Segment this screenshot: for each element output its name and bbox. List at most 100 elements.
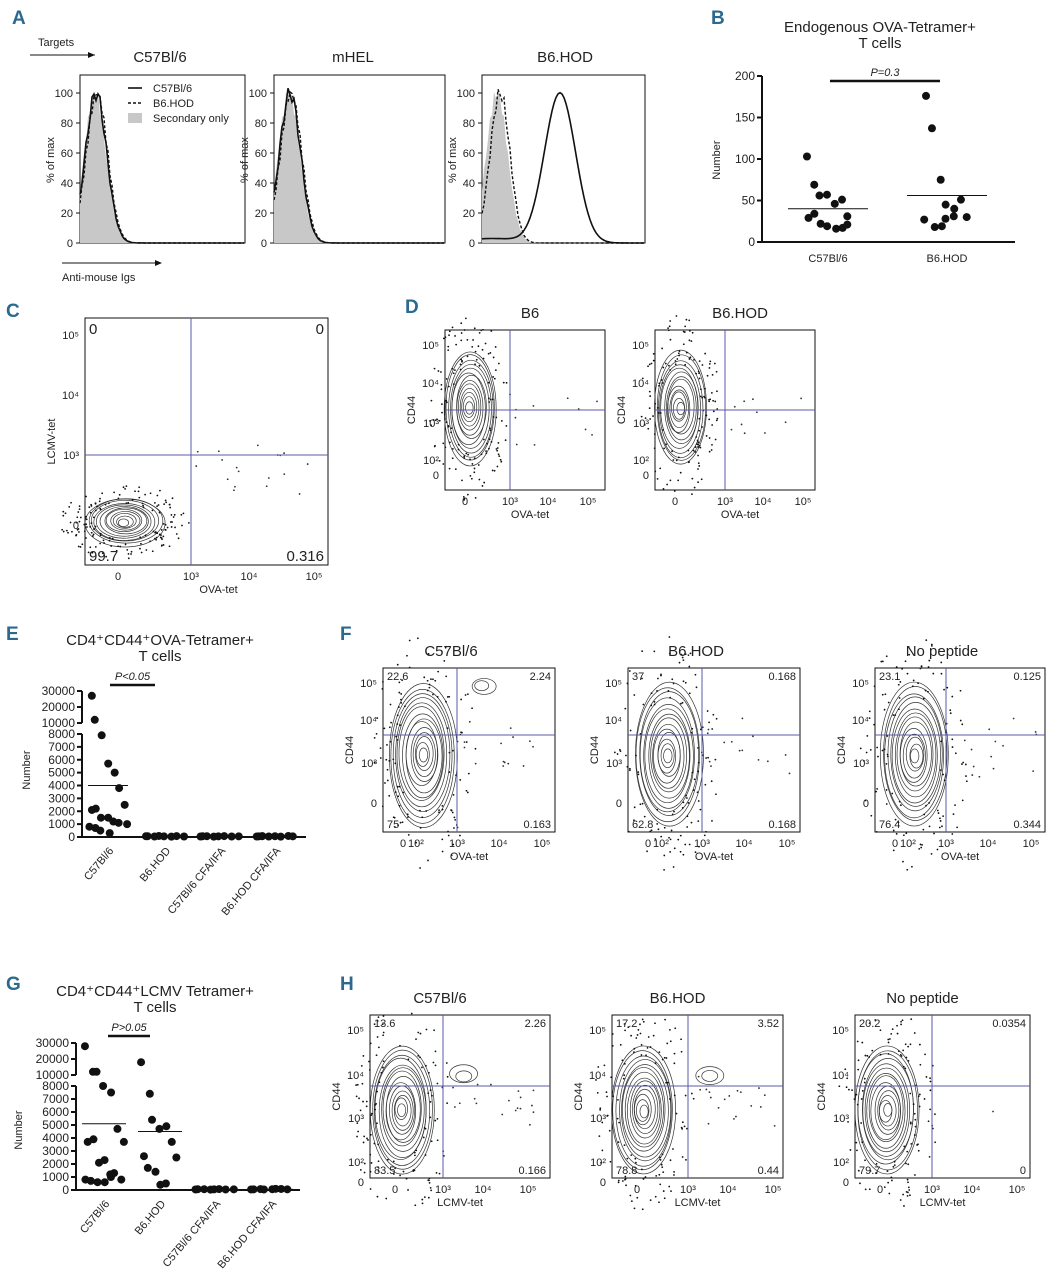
event-dot	[166, 526, 169, 529]
event-dot	[868, 1022, 871, 1025]
event-dot	[155, 538, 158, 541]
event-dot	[965, 775, 967, 777]
event-dot	[448, 330, 451, 333]
event-dot	[662, 1190, 665, 1192]
event-dot	[488, 447, 490, 450]
event-dot	[654, 1022, 656, 1025]
event-dot	[653, 433, 656, 435]
contour-line	[369, 1045, 435, 1175]
event-dot	[377, 1170, 380, 1172]
contour-line	[99, 506, 149, 537]
event-dot	[453, 816, 456, 819]
data-point	[962, 213, 971, 222]
y-tick-label: 5000	[48, 766, 75, 780]
event-dot	[448, 334, 450, 337]
event-dot	[369, 1170, 372, 1173]
event-dot	[640, 1044, 643, 1046]
event-dot	[930, 644, 933, 647]
event-dot	[691, 331, 694, 334]
event-dot	[849, 1149, 852, 1151]
event-dot	[930, 643, 933, 646]
event-dot	[153, 501, 156, 504]
event-dot	[665, 1057, 668, 1059]
event-dot	[463, 499, 465, 501]
event-dot	[962, 761, 965, 764]
event-dot	[888, 1192, 891, 1195]
contour-line	[634, 1093, 652, 1126]
event-dot	[671, 450, 673, 453]
event-dot	[909, 1092, 912, 1095]
contour-line	[381, 1067, 425, 1152]
event-dot	[459, 834, 461, 837]
event-dot	[624, 1029, 627, 1032]
event-dot	[669, 696, 672, 699]
data-point	[105, 829, 114, 838]
quadrant-lower-left: 99.7	[89, 548, 118, 565]
event-dot	[686, 815, 689, 818]
x-tick-label: 10³	[435, 1184, 451, 1196]
event-dot	[635, 1037, 638, 1039]
event-dot	[875, 790, 878, 793]
event-dot	[685, 794, 687, 797]
data-point	[93, 1178, 102, 1187]
event-dot	[430, 399, 433, 402]
contour-line	[883, 1103, 893, 1117]
x-tick-label: C57Bl/6	[78, 1198, 112, 1236]
event-dot	[697, 370, 700, 373]
event-dot	[886, 735, 889, 737]
event-dot	[89, 546, 92, 549]
event-dot	[434, 1064, 437, 1067]
event-dot	[972, 765, 975, 768]
panel-label-B: B	[711, 8, 725, 29]
event-dot	[441, 411, 443, 414]
event-dot	[961, 799, 964, 802]
event-dot	[171, 497, 174, 500]
contour-line	[866, 1073, 906, 1149]
contour-line	[382, 1070, 422, 1147]
event-dot	[707, 728, 710, 731]
event-dot	[596, 1091, 599, 1094]
event-dot	[85, 495, 87, 498]
event-dot	[887, 1181, 890, 1184]
event-dot	[684, 363, 687, 366]
event-dot	[382, 1060, 385, 1063]
y-tick-label: 10⁵	[422, 340, 439, 352]
event-dot	[419, 1032, 422, 1035]
event-dot	[863, 760, 865, 762]
event-dot	[662, 428, 664, 431]
event-dot	[611, 1033, 614, 1035]
y-axis-label: CD44	[616, 396, 628, 424]
event-dot	[460, 322, 463, 325]
event-dot	[92, 535, 94, 537]
event-dot	[707, 1122, 710, 1125]
event-dot	[491, 469, 494, 472]
event-dot	[376, 717, 379, 719]
event-dot	[890, 1032, 893, 1035]
event-dot	[860, 1122, 863, 1124]
event-dot	[738, 749, 741, 752]
contour-line	[373, 1054, 431, 1166]
event-dot	[907, 1181, 909, 1184]
data-point	[162, 1122, 171, 1131]
x-tick-label: 10⁴	[540, 496, 557, 508]
event-dot	[445, 700, 447, 703]
event-dot	[904, 1043, 907, 1046]
event-dot	[630, 1034, 633, 1037]
event-dot	[883, 708, 886, 711]
y-axis-label: % of max	[447, 137, 459, 183]
event-dot	[875, 831, 878, 833]
contour-line	[899, 728, 928, 783]
event-dot	[912, 1103, 915, 1106]
event-dot	[859, 747, 862, 750]
event-dot	[79, 516, 82, 519]
event-dot	[938, 648, 941, 651]
event-dot	[131, 498, 134, 501]
event-dot	[964, 763, 967, 766]
event-dot	[699, 808, 702, 811]
event-dot	[695, 686, 698, 689]
y-tick-label: 0	[433, 470, 439, 482]
event-dot	[624, 707, 627, 710]
event-dot	[430, 1140, 433, 1143]
event-dot	[407, 816, 409, 819]
event-dot	[400, 693, 403, 695]
